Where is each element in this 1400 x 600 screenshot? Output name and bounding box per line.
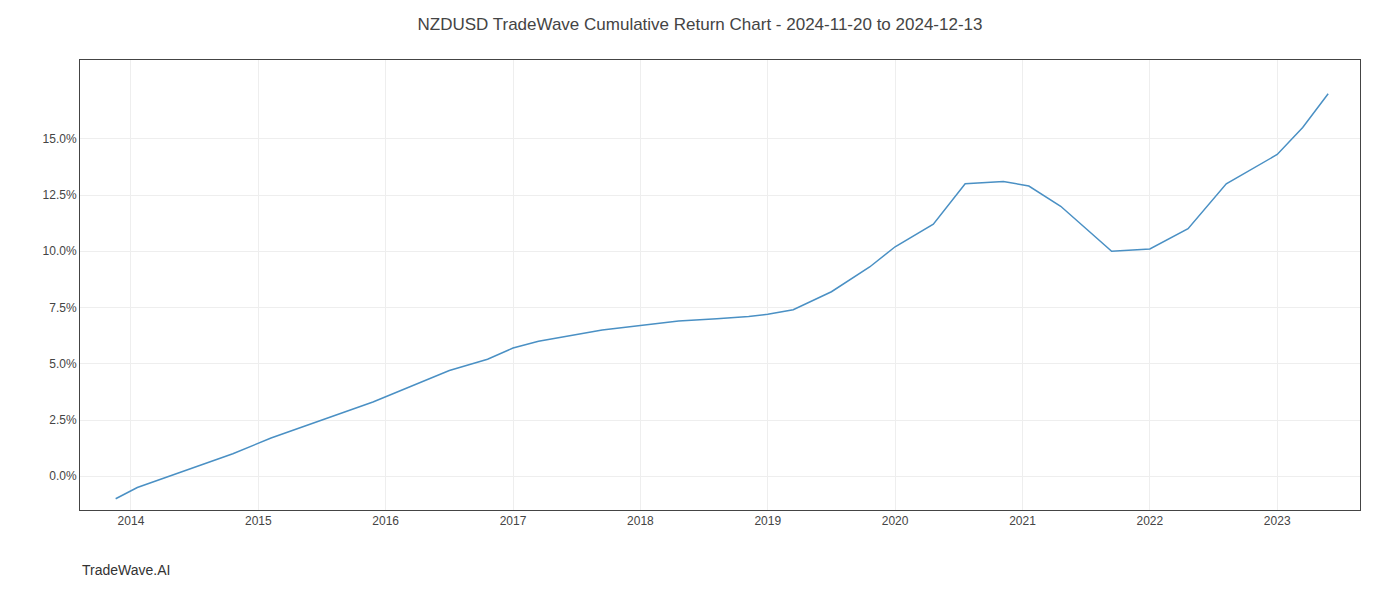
svg-text:2015: 2015 xyxy=(245,514,272,528)
svg-text:10.0%: 10.0% xyxy=(43,244,77,258)
svg-text:2021: 2021 xyxy=(1009,514,1036,528)
svg-text:2017: 2017 xyxy=(500,514,527,528)
svg-text:2016: 2016 xyxy=(372,514,399,528)
svg-text:2014: 2014 xyxy=(118,514,145,528)
svg-text:TradeWave.AI: TradeWave.AI xyxy=(82,562,170,578)
svg-text:12.5%: 12.5% xyxy=(43,188,77,202)
svg-text:2019: 2019 xyxy=(754,514,781,528)
svg-text:2022: 2022 xyxy=(1136,514,1163,528)
svg-text:NZDUSD TradeWave Cumulative Re: NZDUSD TradeWave Cumulative Return Chart… xyxy=(417,15,982,34)
svg-text:2023: 2023 xyxy=(1264,514,1291,528)
svg-text:7.5%: 7.5% xyxy=(49,301,77,315)
svg-text:2.5%: 2.5% xyxy=(49,413,77,427)
svg-text:2020: 2020 xyxy=(882,514,909,528)
svg-text:5.0%: 5.0% xyxy=(49,357,77,371)
svg-text:0.0%: 0.0% xyxy=(49,469,77,483)
svg-text:2018: 2018 xyxy=(627,514,654,528)
svg-text:15.0%: 15.0% xyxy=(43,132,77,146)
